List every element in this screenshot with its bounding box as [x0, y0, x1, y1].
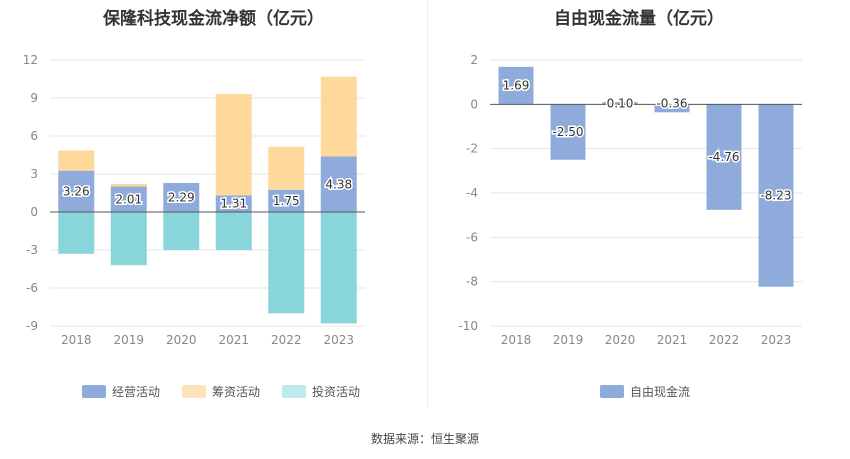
- y-tick-label: -4: [466, 186, 478, 200]
- x-tick-label: 2023: [761, 333, 792, 347]
- x-tick-label: 2020: [605, 333, 636, 347]
- right-chart-svg: 2 0 -2 -4 -6 -8 -10 2018 2019 2020 2021 2022 2023 1.6…: [458, 53, 802, 347]
- bar-investing: [268, 212, 305, 314]
- bar-operating: [320, 156, 357, 212]
- y-tick-label: 0: [470, 97, 478, 111]
- panel-divider: [427, 0, 428, 408]
- data-label: -4.76: [708, 150, 739, 164]
- right-chart-legend: 自由现金流: [600, 383, 690, 400]
- bar-financing: [110, 184, 147, 187]
- data-source: 数据来源：恒生聚源: [370, 432, 479, 446]
- legend-label-fcf: 自由现金流: [630, 385, 691, 399]
- legend-label-investing: 投资活动: [312, 385, 361, 399]
- legend-swatch-investing: [282, 385, 307, 398]
- legend-label-operating: 经营活动: [112, 385, 161, 399]
- bar-fcf: [758, 104, 794, 287]
- bar-investing: [163, 212, 200, 250]
- right-chart-title: 自由现金流量（亿元）: [554, 9, 724, 29]
- y-tick-label: 6: [30, 129, 38, 143]
- y-tick-label: -2: [466, 142, 478, 156]
- data-label: -2.50: [552, 125, 583, 139]
- bar-investing: [320, 212, 357, 324]
- x-tick-label: 2018: [501, 333, 532, 347]
- left-chart-panel: 保隆科技现金流净额（亿元） 12 9 6 3 0 -3 -6 -9 2018 2019 2020 20…: [0, 0, 427, 410]
- bar-fcf: [654, 104, 690, 113]
- bar-fcf: [706, 104, 742, 210]
- data-label: -0.36: [656, 96, 687, 110]
- bar-financing: [58, 150, 95, 171]
- bar-investing: [215, 212, 252, 250]
- bar-operating: [163, 182, 200, 212]
- bar-investing: [58, 212, 95, 254]
- y-tick-label: 3: [30, 167, 38, 181]
- y-tick-label: -6: [466, 230, 478, 244]
- y-tick-label: -8: [466, 275, 478, 289]
- legend-item-investing[interactable]: 投资活动: [282, 383, 360, 400]
- y-tick-label: -6: [26, 281, 38, 295]
- data-label: 2.29: [168, 190, 195, 204]
- y-tick-label: 2: [470, 53, 478, 67]
- x-tick-label: 2018: [61, 333, 92, 347]
- data-label: -8.23: [760, 189, 791, 203]
- y-tick-label: 0: [30, 205, 38, 219]
- data-label: 2.01: [115, 192, 142, 206]
- left-chart-legend: 经营活动 筹资活动 投资活动: [82, 383, 360, 400]
- bar-investing: [110, 212, 147, 266]
- data-label: 3.26: [63, 184, 90, 198]
- legend-item-operating[interactable]: 经营活动: [82, 383, 160, 400]
- data-label: 1.31: [220, 197, 247, 211]
- data-label: 1.69: [503, 79, 530, 93]
- right-chart-panel: 自由现金流量（亿元） 2 0 -2 -4 -6 -8 -10 2018 2019 2020 2021…: [428, 0, 850, 410]
- x-tick-label: 2022: [271, 333, 302, 347]
- bar-financing: [268, 146, 305, 190]
- data-label: 4.38: [325, 177, 352, 191]
- x-tick-label: 2023: [323, 333, 354, 347]
- bar-operating: [110, 186, 147, 212]
- legend-label-financing: 筹资活动: [212, 385, 261, 399]
- bar-financing: [215, 94, 252, 196]
- x-tick-label: 2019: [553, 333, 584, 347]
- x-tick-label: 2020: [166, 333, 197, 347]
- bar-operating: [268, 189, 305, 212]
- data-label: 1.75: [273, 194, 300, 208]
- bar-operating: [215, 195, 252, 212]
- left-chart-svg: 12 9 6 3 0 -3 -6 -9 2018 2019 2020 2021 2022 2023 3.26…: [23, 53, 365, 347]
- y-tick-label: 9: [30, 91, 38, 105]
- x-tick-label: 2021: [657, 333, 688, 347]
- legend-swatch-financing: [182, 385, 207, 398]
- data-label: 0.10: [607, 96, 634, 110]
- y-tick-label: -9: [26, 319, 38, 333]
- x-tick-label: 2021: [218, 333, 249, 347]
- bar-financing: [320, 76, 357, 157]
- legend-item-financing[interactable]: 筹资活动: [182, 383, 260, 400]
- legend-item-fcf[interactable]: 自由现金流: [600, 383, 690, 400]
- y-tick-label: 12: [23, 53, 38, 67]
- y-tick-label: -10: [458, 319, 478, 333]
- bar-operating: [58, 170, 95, 212]
- x-tick-label: 2022: [709, 333, 740, 347]
- left-chart-title: 保隆科技现金流净额（亿元）: [103, 9, 324, 29]
- bar-fcf: [498, 66, 534, 105]
- bar-fcf: [602, 102, 638, 105]
- legend-swatch-operating: [82, 385, 106, 398]
- y-tick-label: -3: [26, 243, 38, 257]
- bar-fcf: [550, 104, 586, 160]
- legend-swatch-fcf: [600, 385, 624, 398]
- x-tick-label: 2019: [113, 333, 144, 347]
